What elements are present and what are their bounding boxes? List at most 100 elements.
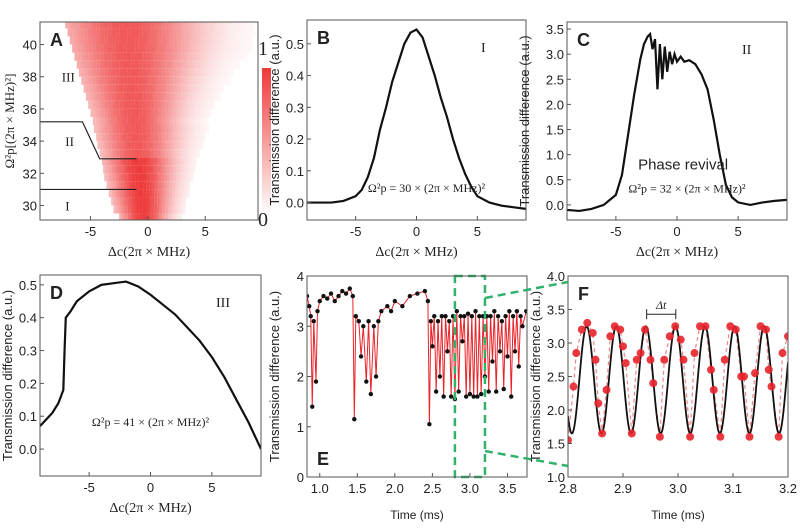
heat-cell	[243, 52, 247, 61]
data-point	[478, 391, 484, 397]
heat-cell	[186, 92, 190, 101]
heat-cell	[136, 197, 140, 206]
zoom-connector-bottom	[484, 449, 569, 468]
heat-cell	[111, 60, 115, 69]
heat-cell	[142, 133, 146, 142]
heat-cell	[120, 44, 124, 53]
heat-cell	[112, 44, 116, 53]
heat-cell	[171, 165, 175, 174]
data-point	[720, 355, 729, 364]
data-point	[366, 319, 371, 324]
heat-cell	[140, 44, 144, 53]
heat-cell	[205, 125, 209, 134]
heat-cell	[162, 197, 166, 206]
heat-cell	[144, 213, 148, 220]
heat-cell	[84, 28, 88, 37]
heat-cell	[130, 68, 134, 77]
heat-cell	[97, 44, 101, 53]
y-tick-label: 0	[297, 470, 304, 485]
heat-cell	[121, 76, 125, 85]
heat-cell	[90, 28, 94, 37]
heat-cell	[107, 133, 111, 142]
data-point	[443, 314, 448, 319]
heat-cell	[162, 149, 166, 158]
heat-cell	[134, 125, 138, 134]
heat-cell	[173, 133, 177, 142]
heat-cell	[116, 68, 120, 77]
heat-cell	[174, 149, 178, 158]
heat-cell	[227, 44, 231, 53]
x-tick-label: 5	[208, 480, 215, 495]
heat-cell	[192, 92, 196, 101]
heat-cell	[159, 205, 163, 214]
heat-cell	[87, 68, 91, 77]
heat-cell	[85, 60, 89, 69]
heat-cell	[175, 36, 179, 45]
data-point	[696, 322, 704, 331]
heat-cell	[214, 60, 218, 69]
heat-cell	[111, 189, 115, 198]
data-point	[356, 319, 362, 324]
heat-cell	[213, 76, 217, 85]
heat-cell	[126, 44, 130, 53]
heat-cell	[204, 116, 208, 126]
heat-cell	[220, 52, 224, 61]
heat-cell	[151, 141, 155, 150]
heat-cell	[96, 100, 100, 109]
heat-cell	[104, 76, 108, 85]
data-point	[347, 286, 352, 291]
y-tick-label: 3	[297, 319, 304, 334]
heat-cell	[173, 68, 177, 77]
heat-cell	[136, 133, 140, 142]
panel-f: Δt 2.8 2.9 3.0 3.1 3.2 1.0 1.5 2.0 2.5 3.0 3.5 4.0 Ti…	[528, 269, 797, 522]
heat-cell	[93, 28, 97, 37]
region-label: I	[65, 199, 69, 214]
heat-cell	[216, 36, 220, 45]
panel-label: E	[317, 449, 329, 469]
heat-cell	[128, 165, 132, 174]
heat-cell	[139, 205, 143, 214]
heat-cell	[187, 173, 191, 182]
heat-cell	[139, 157, 143, 166]
heat-cell	[194, 141, 198, 150]
heat-cell	[136, 68, 140, 77]
heat-cell	[200, 22, 204, 29]
data-point	[577, 325, 586, 334]
heat-cell	[165, 28, 169, 37]
heat-cell	[227, 36, 231, 45]
heat-cell	[196, 28, 200, 37]
heat-cell	[168, 149, 172, 158]
heat-cell	[165, 213, 169, 220]
heat-cell	[166, 181, 170, 190]
heat-cell	[124, 205, 128, 214]
heat-cell	[221, 44, 225, 53]
heat-cell	[89, 76, 93, 85]
heat-cell	[149, 52, 152, 61]
heat-cell	[177, 52, 181, 61]
plot-area	[40, 280, 261, 450]
heat-cell	[124, 213, 128, 220]
omega-annotation: Ω²p = 32 × (2π × MHz)²	[628, 181, 746, 195]
heat-cell	[99, 100, 103, 109]
y-tick-label: 0.0	[19, 442, 37, 457]
data-point	[572, 349, 581, 358]
heat-cell	[188, 157, 191, 166]
heat-cell	[153, 36, 156, 45]
heat-cell	[216, 68, 220, 77]
heat-cell	[82, 22, 86, 29]
heat-cell	[146, 52, 150, 61]
heat-cell	[231, 68, 235, 77]
heat-cell	[206, 44, 210, 53]
heat-cell	[124, 133, 128, 142]
data-point	[460, 339, 465, 344]
heat-cell	[134, 149, 138, 158]
heat-cell	[151, 125, 155, 134]
y-tick-label: 34	[23, 134, 37, 149]
data-point	[439, 314, 444, 319]
heat-cell	[151, 60, 155, 69]
heat-cell	[208, 108, 212, 117]
heat-cell	[158, 76, 162, 85]
heat-cell	[170, 157, 174, 166]
heat-cell	[221, 36, 225, 45]
